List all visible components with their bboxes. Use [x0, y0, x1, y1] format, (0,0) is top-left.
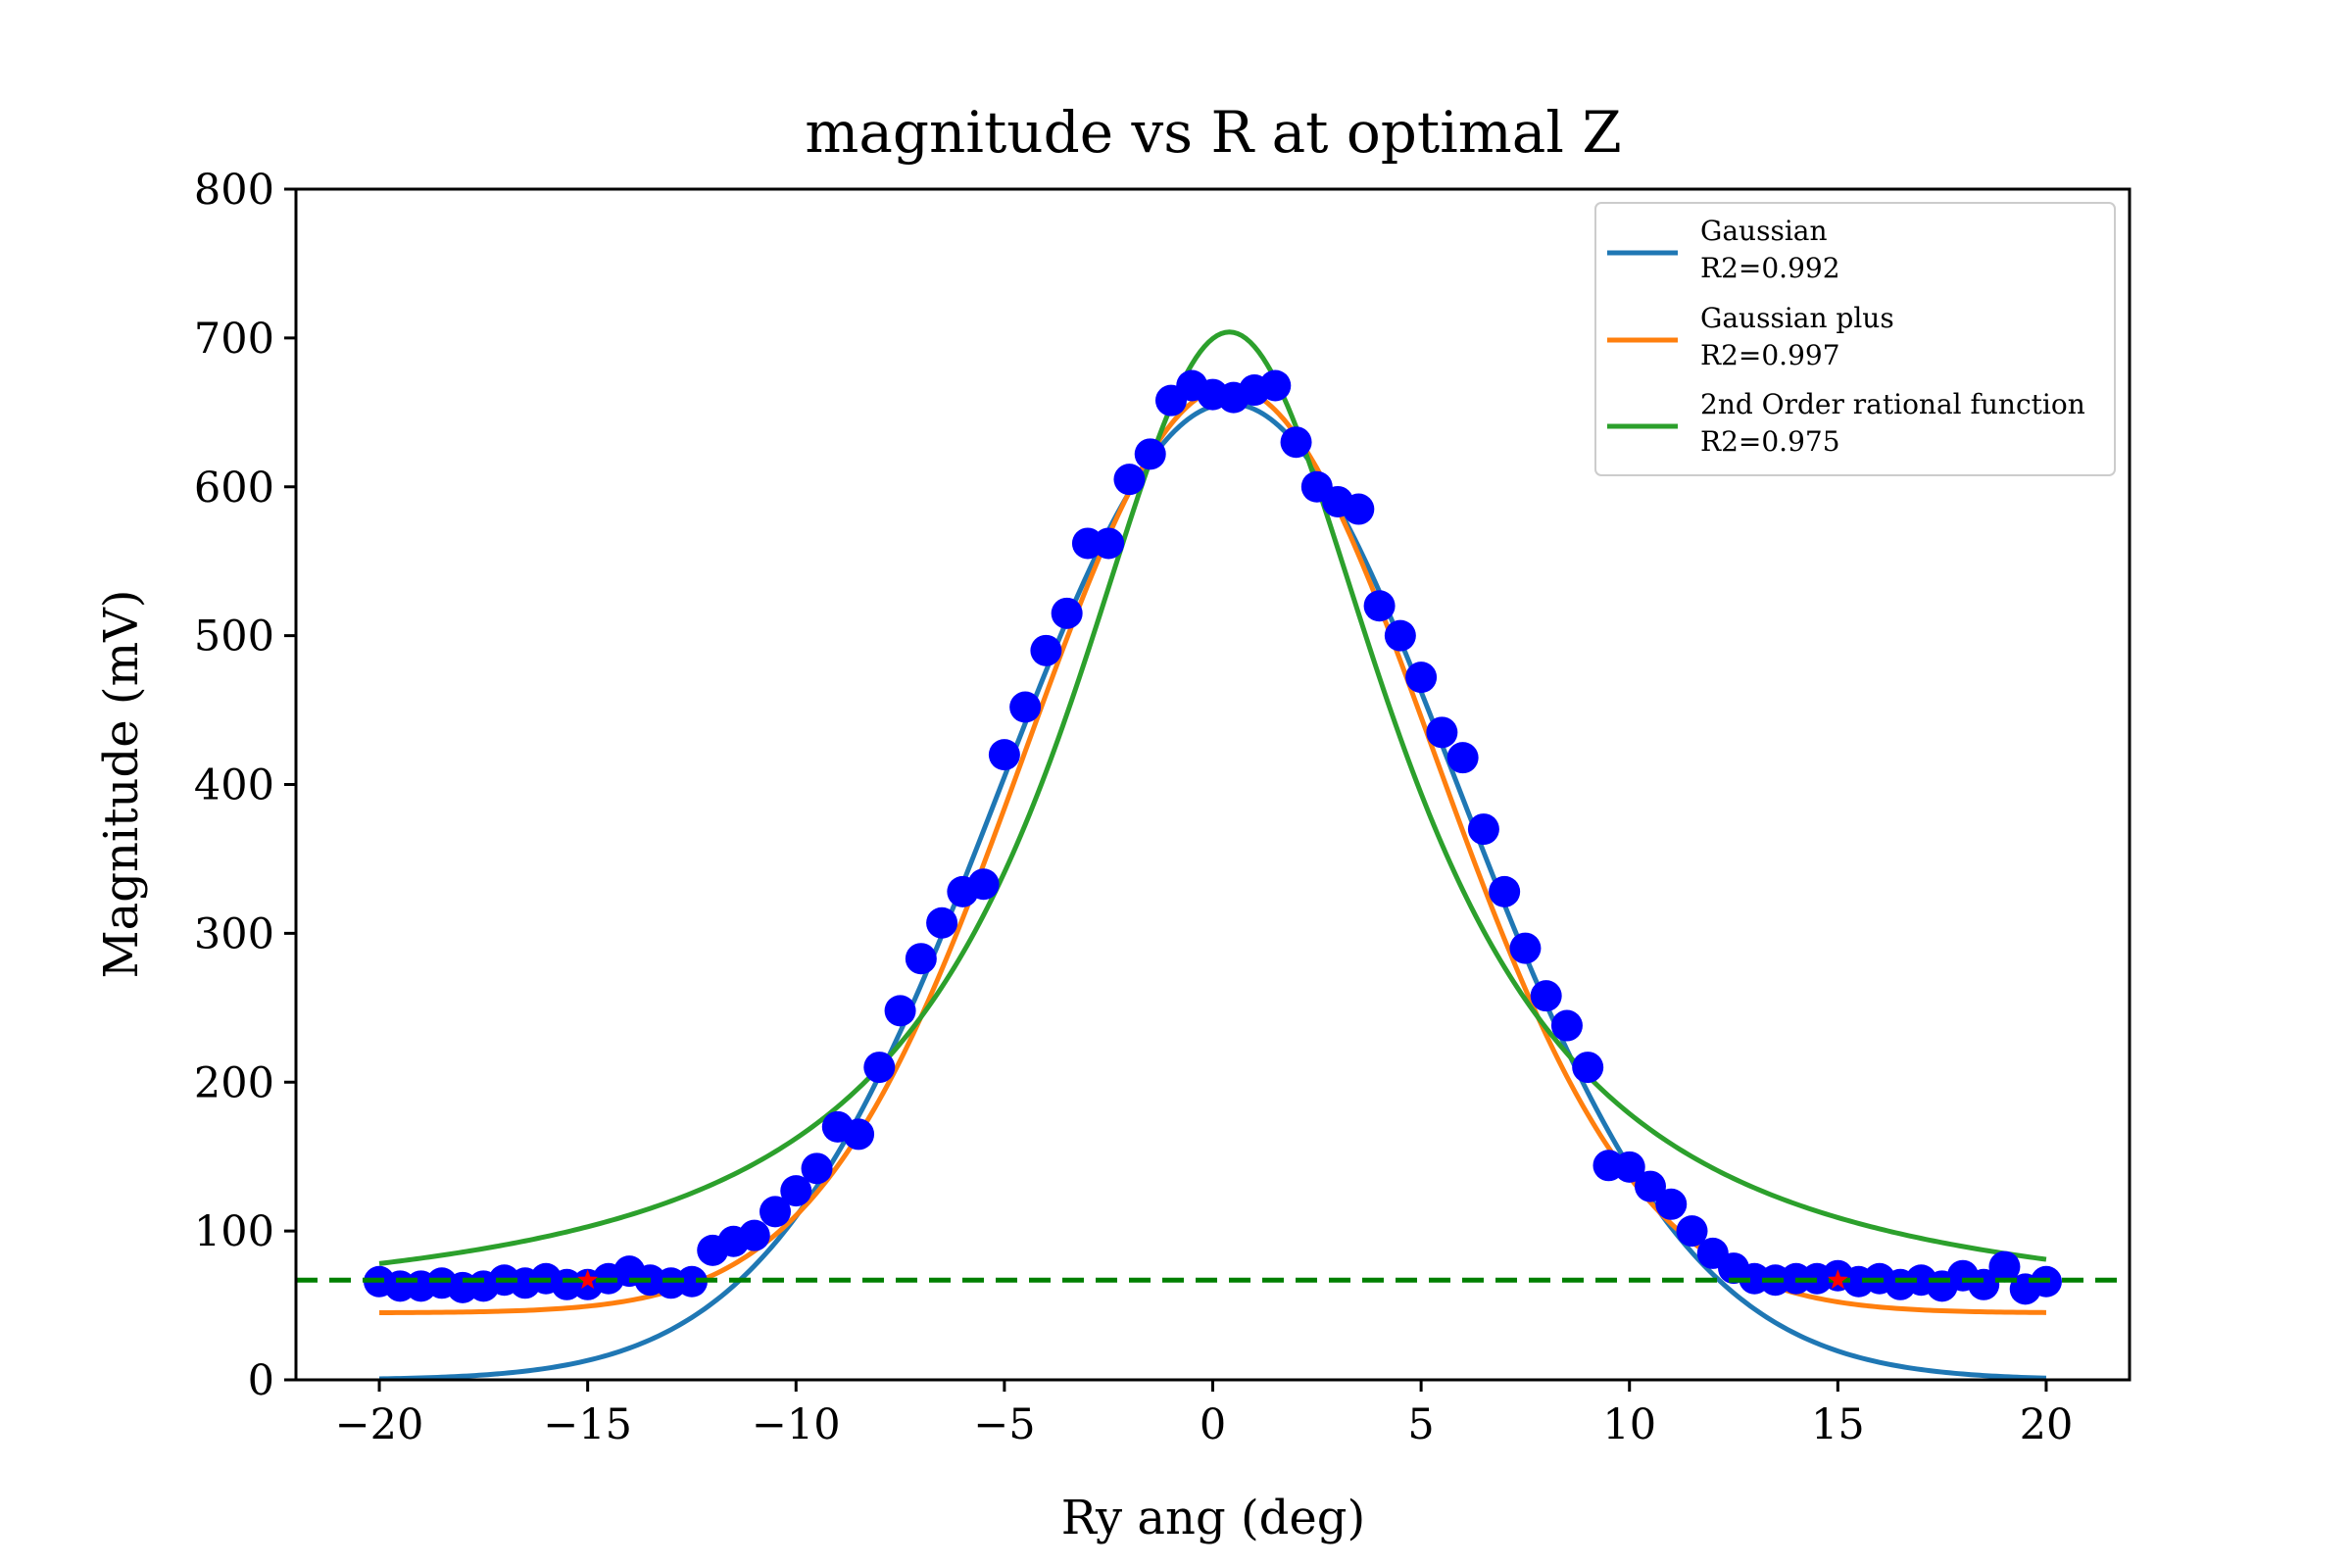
data-point	[884, 995, 916, 1027]
scatter-points	[364, 369, 2062, 1305]
data-point	[1988, 1250, 2021, 1283]
data-point	[967, 868, 1000, 901]
x-tick-label: 0	[1200, 1400, 1226, 1449]
x-tick-label: 5	[1407, 1400, 1434, 1449]
data-point	[1634, 1170, 1666, 1202]
data-point	[1093, 527, 1125, 560]
legend-r2-gaussian: R2=0.992	[1700, 252, 1840, 284]
x-tick-label: 20	[2020, 1400, 2074, 1449]
y-tick-label: 700	[194, 315, 274, 364]
data-point	[1343, 493, 1375, 525]
x-tick-label: −20	[335, 1400, 424, 1449]
data-point	[1009, 691, 1042, 723]
data-point	[1113, 464, 1146, 496]
x-tick-label: 10	[1602, 1400, 1656, 1449]
fit-curve-1	[379, 384, 2046, 1315]
data-point	[1968, 1268, 2000, 1300]
data-point	[1572, 1052, 1604, 1084]
star-marker	[577, 1269, 599, 1290]
data-point	[843, 1118, 875, 1151]
legend-r2-rational: R2=0.975	[1700, 425, 1840, 458]
data-point	[1384, 619, 1416, 652]
legend-label-rational: 2nd Order rational function	[1700, 388, 2085, 420]
data-point	[988, 739, 1020, 771]
data-point	[863, 1052, 896, 1084]
y-axis-ticks: 0 100 200 300 400 500 600 700 800	[194, 166, 296, 1405]
fit-curve-2	[378, 329, 2047, 1266]
data-point	[1530, 980, 1562, 1012]
y-tick-label: 300	[194, 909, 274, 958]
data-point	[801, 1152, 833, 1185]
x-tick-label: 15	[1811, 1400, 1865, 1449]
data-point	[1467, 813, 1499, 846]
data-point	[780, 1175, 812, 1207]
legend-label-gaussian: Gaussian	[1700, 215, 1828, 247]
x-axis-label: Ry ang (deg)	[1061, 1491, 1366, 1545]
y-tick-label: 500	[194, 612, 274, 662]
x-tick-label: −5	[973, 1400, 1035, 1449]
x-tick-label: −10	[752, 1400, 841, 1449]
data-point	[738, 1219, 770, 1251]
data-point	[1676, 1215, 1708, 1248]
data-point	[1259, 369, 1292, 402]
fit-curves	[378, 329, 2047, 1382]
data-point	[926, 906, 958, 939]
x-axis-ticks: −20 −15 −10 −5 0 5 10 15 20	[335, 1380, 2074, 1449]
legend-label-gaussian-plus: Gaussian plus	[1700, 302, 1894, 334]
data-point	[1134, 438, 1166, 470]
data-point	[1426, 716, 1458, 749]
y-tick-label: 800	[194, 166, 274, 215]
data-point	[1509, 932, 1542, 964]
plot-area	[296, 329, 2130, 1382]
star-marker	[1827, 1269, 1848, 1290]
data-point	[675, 1265, 708, 1298]
data-point	[1655, 1188, 1688, 1220]
y-tick-label: 100	[194, 1207, 274, 1256]
data-point	[905, 943, 937, 975]
legend: Gaussian R2=0.992 Gaussian plus R2=0.997…	[1594, 202, 2116, 476]
legend-r2-gaussian-plus: R2=0.997	[1700, 339, 1840, 371]
y-tick-label: 200	[194, 1058, 274, 1107]
x-tick-label: −15	[543, 1400, 632, 1449]
data-point	[1550, 1009, 1583, 1042]
data-point	[1051, 597, 1083, 629]
data-point	[760, 1196, 792, 1228]
data-point	[1405, 662, 1438, 694]
y-tick-label: 600	[194, 464, 274, 513]
data-point	[1446, 742, 1479, 774]
data-point	[1280, 426, 1312, 459]
y-tick-label: 0	[248, 1356, 274, 1405]
chart-title: magnitude vs R at optimal Z	[805, 99, 1621, 166]
y-axis-label: Magnitude (mV)	[94, 590, 149, 979]
star-markers	[577, 1269, 1848, 1290]
data-point	[1489, 875, 1521, 907]
y-tick-label: 400	[194, 761, 274, 810]
legend-box	[1594, 202, 2116, 476]
fit-curve-0	[379, 401, 2047, 1382]
data-point	[1363, 590, 1396, 622]
data-point	[1030, 634, 1062, 666]
data-point	[1613, 1151, 1645, 1183]
